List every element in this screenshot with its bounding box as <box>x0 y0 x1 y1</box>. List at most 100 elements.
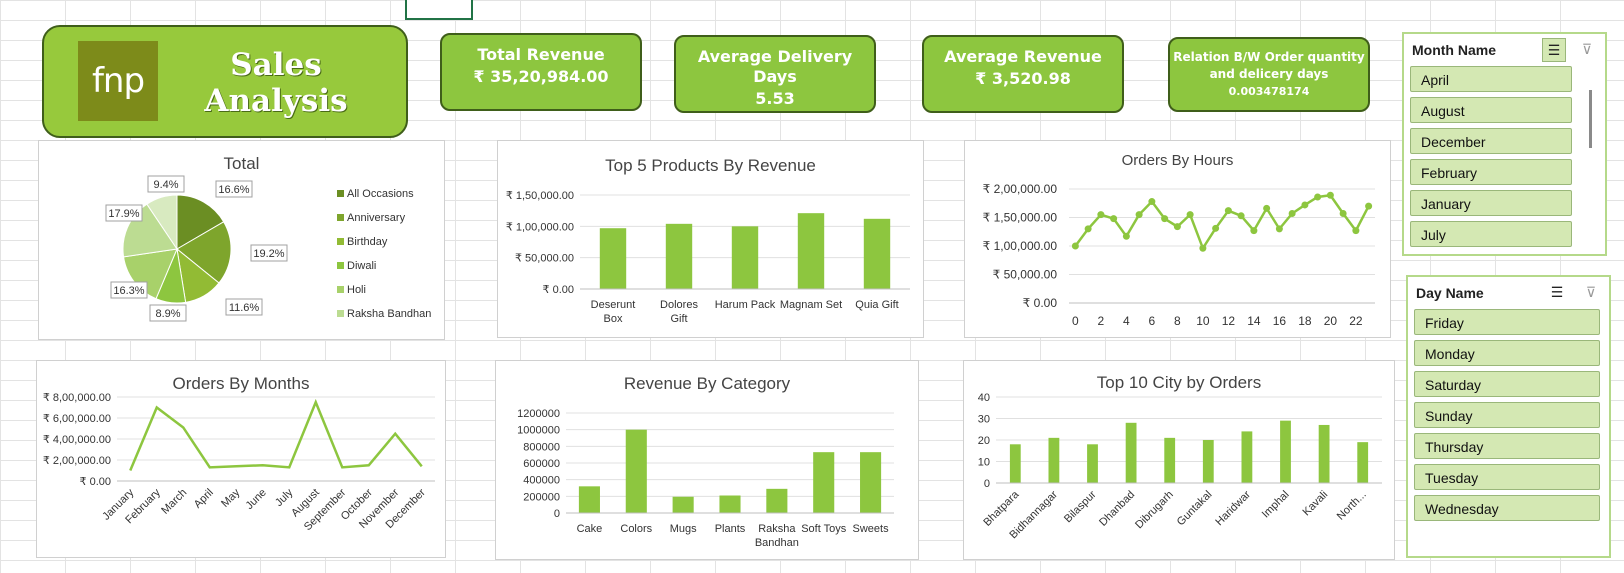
x-tick-label: Mugs <box>670 523 697 535</box>
pie-data-label: 19.2% <box>253 248 284 260</box>
slicer-item-saturday[interactable]: Saturday <box>1414 371 1600 397</box>
kpi-value: ₹ 35,20,984.00 <box>473 67 609 86</box>
chart-title: Revenue By Category <box>623 374 791 393</box>
multi-select-icon[interactable]: ☰ <box>1550 284 1564 300</box>
kpi-total-revenue: Total Revenue ₹ 35,20,984.00 <box>440 33 642 111</box>
multi-select-icon[interactable]: ☰ <box>1542 38 1566 62</box>
kpi-label-line-1: Relation B/W Order quantity <box>1173 50 1365 64</box>
bar <box>719 495 741 513</box>
slicer-item-december[interactable]: December <box>1410 128 1572 154</box>
kpi-label: Total Revenue <box>477 45 605 64</box>
x-tick-label: 2 <box>1098 314 1105 328</box>
revenue-by-category-panel[interactable]: Revenue By Category 0 200000 400000 600000 8… <box>495 360 919 560</box>
bar <box>863 218 891 289</box>
slicer-item-friday[interactable]: Friday <box>1414 309 1600 335</box>
pie-label-box <box>105 204 143 222</box>
y-tick-label: 40 <box>978 392 990 404</box>
clear-filter-icon[interactable]: ⊽ <box>1581 41 1593 57</box>
data-point <box>1173 223 1181 231</box>
slicer-item-january[interactable]: January <box>1410 190 1572 216</box>
slicer-item-august[interactable]: August <box>1410 97 1572 123</box>
legend-entry: Holi <box>347 284 366 296</box>
data-point <box>1314 193 1322 201</box>
y-tick-label: ₹ 50,000.00 <box>515 253 574 265</box>
y-tick-label: ₹ 1,50,000.00 <box>983 211 1058 225</box>
bar <box>1318 424 1330 483</box>
title-line-1: Sales <box>230 47 322 83</box>
y-tick-label: 20 <box>978 435 990 447</box>
slicer-item-monday[interactable]: Monday <box>1414 340 1600 366</box>
clear-filter-icon[interactable]: ⊽ <box>1585 284 1597 300</box>
top5-products-panel[interactable]: Top 5 Products By Revenue ₹ 0.00 ₹ 50,000… <box>497 140 924 338</box>
scrollbar-thumb[interactable] <box>1589 90 1592 148</box>
legend-entry: Diwali <box>347 260 376 272</box>
month-slicer[interactable]: Month Name ☰ ⊽ April August December Februa… <box>1402 32 1607 256</box>
top10-city-panel[interactable]: Top 10 City by Orders 0 10 20 30 40 Bhatpara B… <box>963 360 1395 560</box>
x-tick-label: Kavali <box>1301 489 1331 519</box>
bar <box>766 488 788 513</box>
bar <box>1164 437 1176 483</box>
pie-slice <box>176 194 225 250</box>
data-point <box>1301 201 1309 209</box>
data-point <box>1148 198 1156 206</box>
day-slicer[interactable]: Day Name ☰ ⊽ Friday Monday Saturday Sunday T… <box>1406 275 1611 558</box>
pie-chart-panel[interactable]: Total 16.6% 19.2% 11.6% 8.9% 16.3% 17.9% 9.4% A… <box>38 140 445 340</box>
pie-data-label: 11.6% <box>229 302 260 314</box>
pie-label-box <box>110 281 148 299</box>
bar <box>1241 431 1253 483</box>
bar <box>1357 442 1369 483</box>
selected-cell[interactable] <box>405 0 473 20</box>
x-tick-label: Cake <box>577 523 603 535</box>
x-tick-label: North... <box>1335 489 1369 523</box>
bar <box>665 223 693 289</box>
y-tick-label: ₹ 8,00,000.00 <box>43 392 111 404</box>
pie-label-box <box>149 304 187 322</box>
data-point <box>1263 204 1271 212</box>
data-point <box>1212 224 1220 232</box>
y-tick-label: ₹ 1,50,000.00 <box>506 190 574 202</box>
legend-entry: Raksha Bandhan <box>347 308 431 320</box>
kpi-value: 5.53 <box>755 89 795 108</box>
data-point <box>1250 227 1258 235</box>
title-card: fnp Sales Analysis <box>42 25 408 138</box>
data-point <box>1237 212 1245 220</box>
data-point <box>1161 215 1169 223</box>
slicer-title: Day Name <box>1416 285 1484 301</box>
slicer-item-sunday[interactable]: Sunday <box>1414 402 1600 428</box>
y-tick-label: 0 <box>984 478 990 490</box>
legend-swatch <box>337 238 344 245</box>
chart-title: Top 10 City by Orders <box>1096 373 1262 392</box>
legend-swatch <box>337 214 344 221</box>
y-tick-label: ₹ 2,00,000.00 <box>43 455 111 467</box>
logo-text: fnp <box>91 61 145 101</box>
data-point <box>1199 244 1207 252</box>
y-tick-label: 30 <box>978 414 990 426</box>
kpi-value: 0.003478174 <box>1228 85 1310 98</box>
bar <box>813 452 835 513</box>
slicer-item-february[interactable]: February <box>1410 159 1572 185</box>
x-tick-label: Deserunt Box <box>591 299 636 325</box>
bar <box>860 452 882 513</box>
bar <box>1202 440 1214 483</box>
bar <box>599 228 627 289</box>
x-tick-label: Dibrugarh <box>1133 489 1176 532</box>
slicer-item-wednesday[interactable]: Wednesday <box>1414 495 1600 521</box>
orders-by-hours-panel[interactable]: Orders By Hours ₹ 0.00 ₹ 50,000.00 ₹ 1,00,… <box>964 140 1391 338</box>
slicer-item-thursday[interactable]: Thursday <box>1414 433 1600 459</box>
orders-by-months-panel[interactable]: Orders By Months ₹ 0.00 ₹ 2,00,000.00 ₹ 4,… <box>36 360 446 558</box>
slicer-item-april[interactable]: April <box>1410 66 1572 92</box>
x-tick-label: Imphal <box>1260 489 1292 521</box>
slicer-item-tuesday[interactable]: Tuesday <box>1414 464 1600 490</box>
x-tick-label: June <box>244 487 269 512</box>
x-tick-label: Sweets <box>853 523 890 535</box>
pie-chart: 16.6% 19.2% 11.6% 8.9% 16.3% 17.9% 9.4% All Occ… <box>105 175 431 322</box>
slicer-item-july[interactable]: July <box>1410 221 1572 247</box>
x-tick-label: Quia Gift <box>855 299 898 311</box>
y-tick-label: 10 <box>978 457 990 469</box>
y-tick-label: ₹ 50,000.00 <box>993 268 1058 282</box>
x-tick-label: March <box>159 487 189 517</box>
data-point <box>1097 211 1105 219</box>
kpi-average-delivery-days: Average Delivery Days 5.53 <box>674 35 876 113</box>
kpi-average-revenue: Average Revenue ₹ 3,520.98 <box>922 35 1124 113</box>
